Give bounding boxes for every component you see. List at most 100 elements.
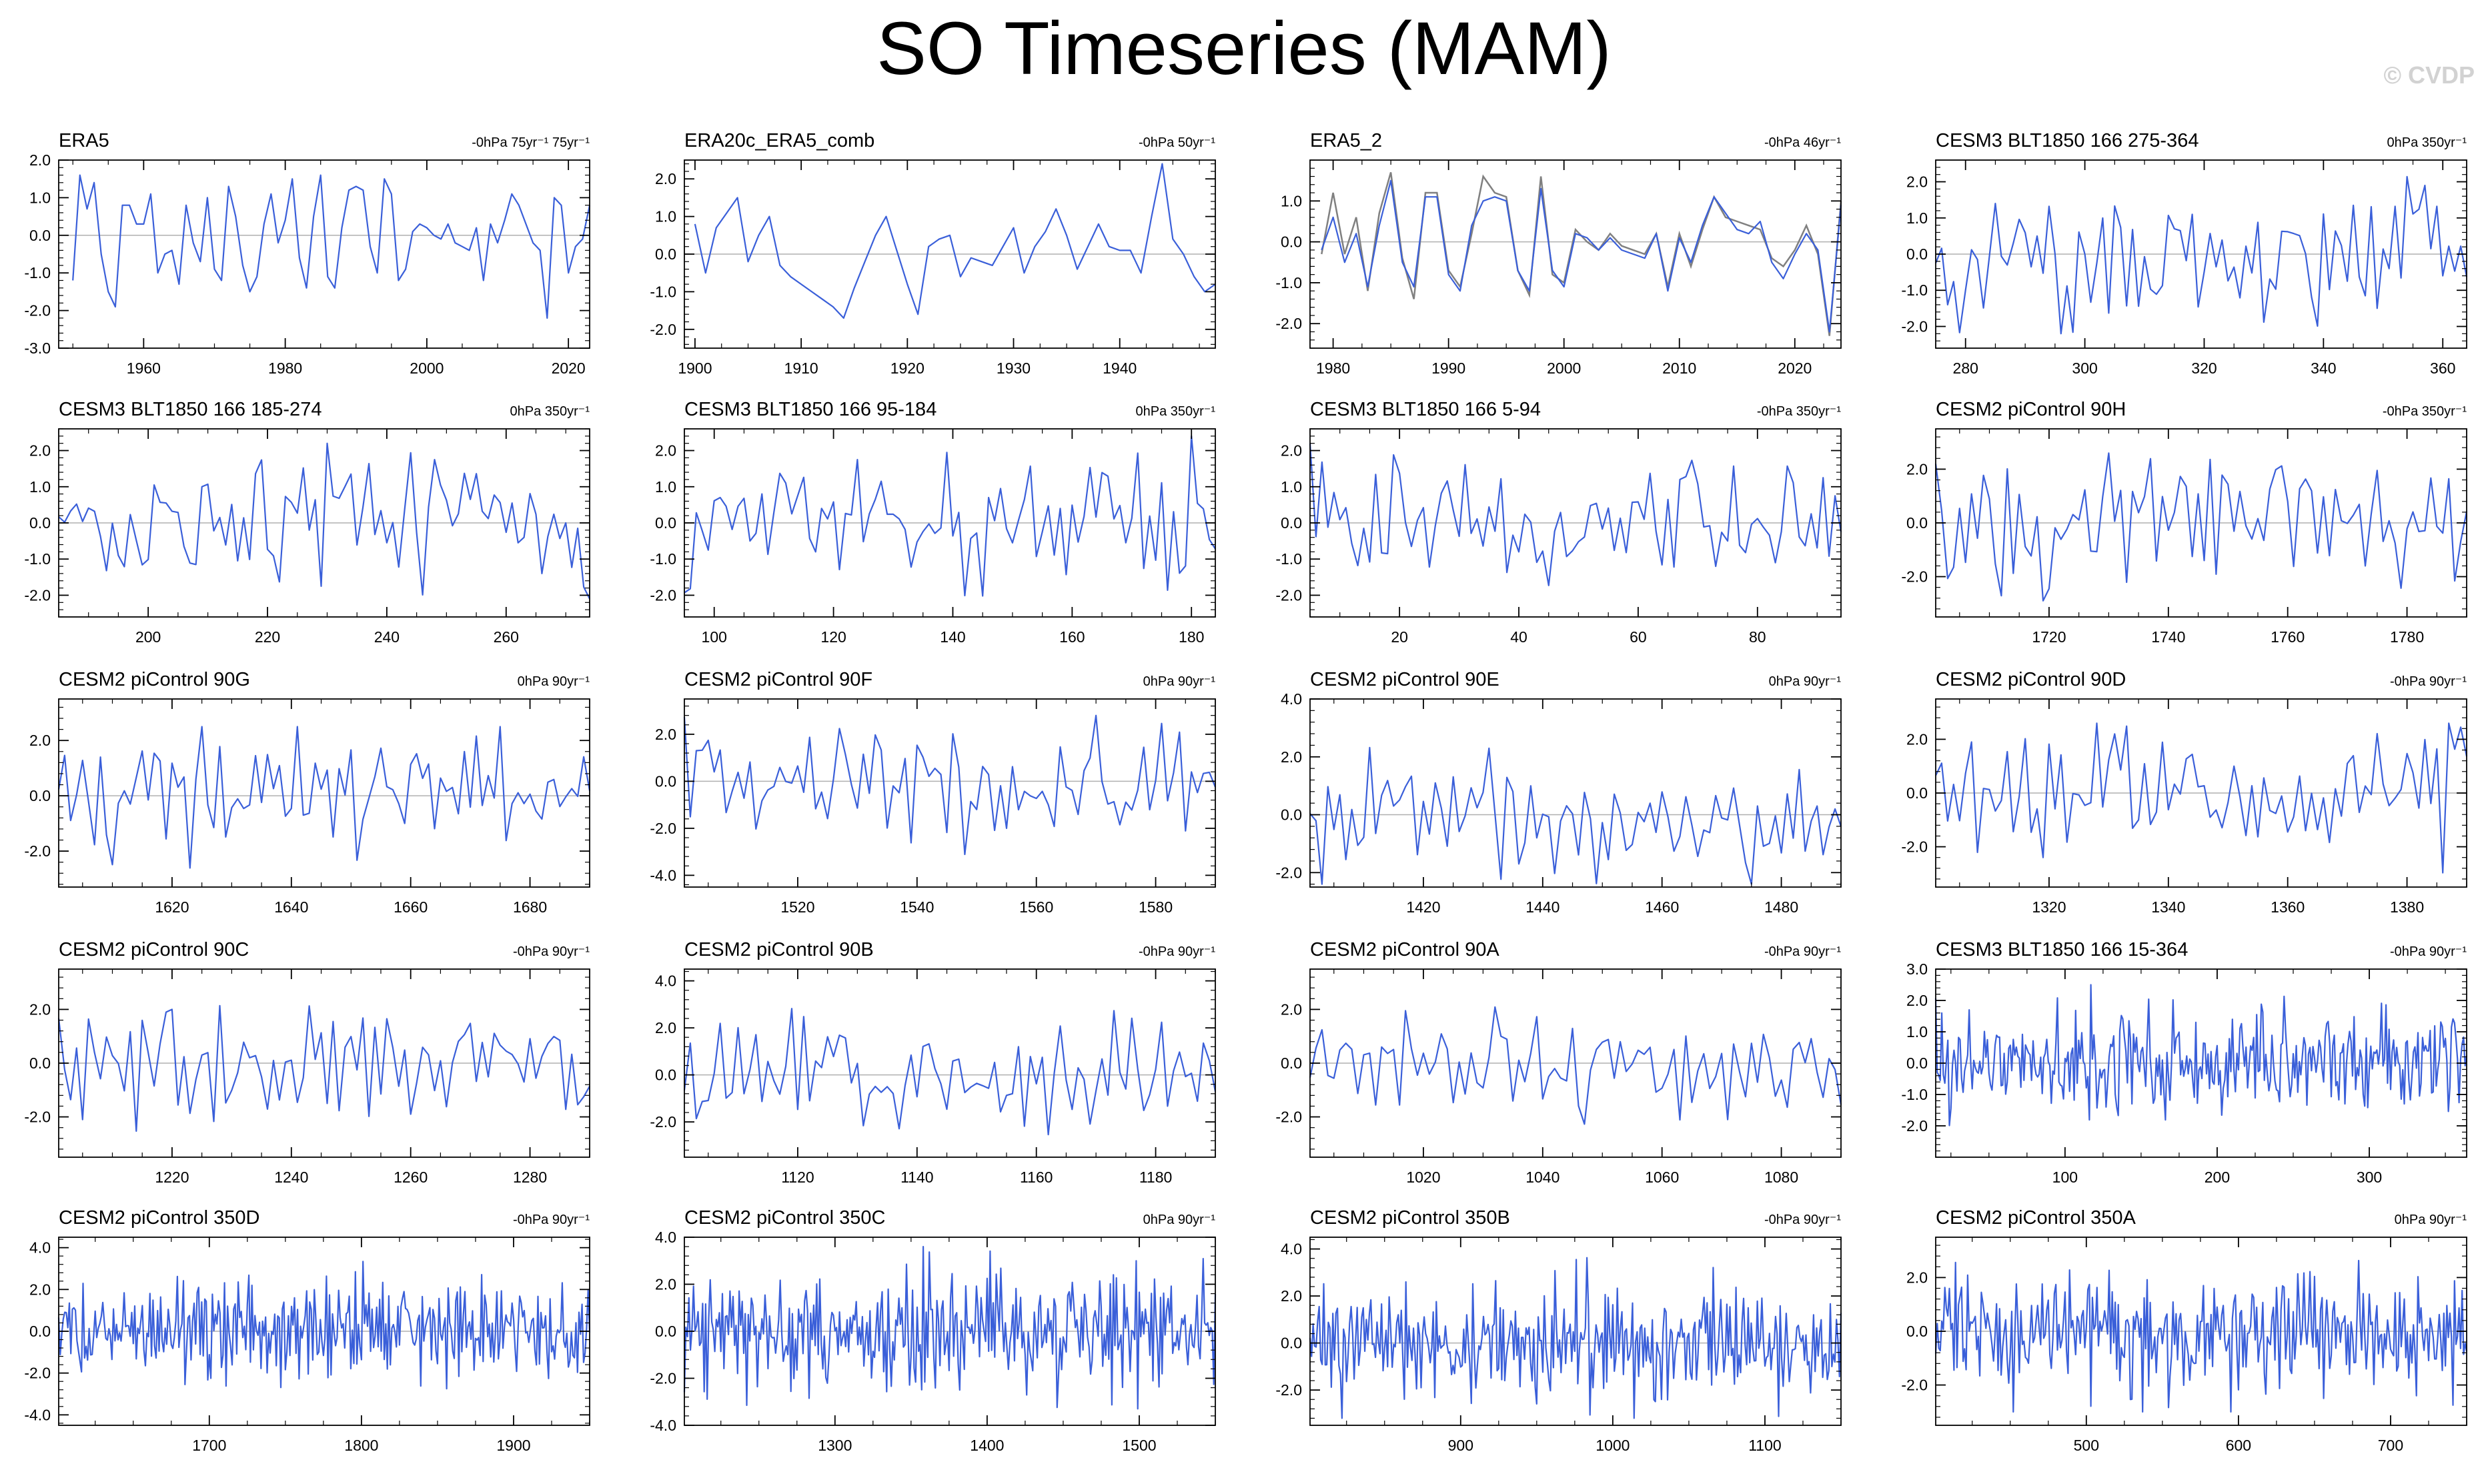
x-tick-label: 300 [2357, 1169, 2382, 1186]
y-tick-label: 2.0 [29, 1281, 51, 1298]
y-tick-label: 2.0 [1281, 442, 1302, 460]
panel-trend: -0hPa 350yr⁻¹ [2383, 404, 2467, 419]
y-tick-label: -3.0 [24, 339, 51, 357]
y-tick-label: -2.0 [1901, 1117, 1928, 1135]
panel-12: -2.0 0.0 2.0 1320 1340 1360 1380 CESM2 piContro… [1901, 669, 2468, 916]
x-tick-label: 200 [2205, 1169, 2230, 1186]
panel-trend: 0hPa 90yr⁻¹ [518, 674, 590, 689]
y-tick-label: 2.0 [1281, 748, 1302, 766]
panel-title: CESM2 piControl 90C [59, 939, 249, 960]
x-tick-label: 2000 [410, 359, 444, 377]
x-tick-label: 1760 [2271, 628, 2305, 646]
y-tick-label: -1.0 [650, 550, 676, 568]
series-line [1309, 746, 1842, 885]
y-tick-label: 0.0 [655, 245, 676, 263]
panel-trend: -0hPa 75yr⁻¹ 75yr⁻¹ [472, 135, 590, 150]
panel-title: CESM2 piControl 350D [59, 1207, 259, 1229]
y-tick-label: 1.0 [1906, 1023, 1928, 1040]
y-tick-label: 0.0 [1281, 1335, 1302, 1352]
series-line [57, 726, 591, 869]
y-tick-label: 1.0 [29, 189, 51, 206]
panel-5: -2.0 -1.0 0.0 1.0 2.0 200 220 240 260 CESM3 BLT18… [24, 399, 590, 646]
x-tick-label: 20 [1391, 628, 1408, 646]
panel-title: CESM2 piControl 350B [1310, 1207, 1510, 1229]
x-tick-label: 1460 [1645, 898, 1679, 916]
y-tick-label: 2.0 [29, 442, 51, 460]
y-tick-label: -2.0 [650, 1370, 676, 1387]
panel-6: -2.0 -1.0 0.0 1.0 2.0 100 120 140 160 180 CESM3 BL… [650, 399, 1216, 646]
y-tick-label: 1.0 [1906, 209, 1928, 227]
series-line [58, 442, 590, 600]
y-tick-label: -2.0 [24, 586, 51, 604]
x-tick-label: 1980 [1316, 359, 1350, 377]
x-tick-label: 1920 [890, 359, 924, 377]
y-tick-label: 2.0 [1906, 1269, 1928, 1286]
panel-title: CESM2 piControl 90A [1310, 939, 1499, 960]
panel-trend: -0hPa 90yr⁻¹ [1764, 944, 1841, 959]
x-tick-label: 2000 [1547, 359, 1581, 377]
y-tick-label: -2.0 [650, 820, 676, 837]
y-tick-label: -2.0 [1901, 838, 1928, 856]
x-tick-label: 1780 [2390, 628, 2424, 646]
y-tick-label: -2.0 [24, 1365, 51, 1382]
panel-15: -2.0 0.0 2.0 1020 1040 1060 1080 CESM2 piContro… [1275, 939, 1842, 1186]
y-tick-label: 2.0 [655, 726, 676, 743]
series-line [684, 435, 1216, 597]
y-tick-label: -1.0 [24, 264, 51, 281]
x-tick-label: 1620 [155, 898, 189, 916]
x-tick-label: 220 [255, 628, 280, 646]
y-tick-label: -2.0 [1275, 1108, 1302, 1126]
x-tick-label: 1420 [1406, 898, 1440, 916]
y-tick-label: 0.0 [1906, 1054, 1928, 1072]
x-tick-label: 1440 [1525, 898, 1560, 916]
y-tick-label: -4.0 [24, 1406, 51, 1423]
plot-frame [684, 698, 1216, 888]
x-tick-label: 320 [2191, 359, 2217, 377]
panel-trend: 0hPa 350yr⁻¹ [510, 404, 590, 419]
y-tick-label: 4.0 [29, 1239, 51, 1257]
x-tick-label: 1100 [1748, 1437, 1781, 1454]
y-tick-label: 0.0 [29, 514, 51, 532]
page-title: SO Timeseries (MAM) [876, 7, 1612, 90]
copyright-label: © CVDP [2383, 61, 2475, 89]
panel-trend: -0hPa 350yr⁻¹ [1757, 404, 1842, 419]
y-tick-label: -2.0 [24, 1108, 51, 1126]
panel-2: -2.0 -1.0 0.0 1.0 2.0 1900 1910 1920 1930 1940 ERA… [650, 130, 1216, 377]
x-tick-label: 1980 [268, 359, 302, 377]
panel-trend: -0hPa 90yr⁻¹ [2390, 944, 2467, 959]
y-tick-label: 2.0 [29, 151, 51, 169]
y-tick-label: -1.0 [1901, 1086, 1928, 1103]
y-tick-label: -2.0 [1275, 1381, 1302, 1399]
y-tick-label: 0.0 [1906, 784, 1928, 802]
x-tick-label: 120 [820, 628, 846, 646]
series-line [1309, 1257, 1842, 1419]
series-line [1934, 175, 2468, 335]
panel-11: -2.0 0.0 2.0 4.0 1420 1440 1460 1480 CESM2 piCon… [1275, 669, 1842, 916]
x-tick-label: 1900 [496, 1437, 530, 1454]
x-tick-label: 180 [1179, 628, 1204, 646]
x-tick-label: 1740 [2151, 628, 2185, 646]
x-tick-label: 280 [1953, 359, 1978, 377]
y-tick-label: 2.0 [1906, 992, 1928, 1009]
series-line [1934, 452, 2468, 602]
series-line [683, 1245, 1217, 1410]
panel-1: -3.0 -2.0 -1.0 0.0 1.0 2.0 1960 1980 2000 2020 ERA… [24, 130, 591, 377]
y-tick-label: -1.0 [24, 550, 51, 568]
x-tick-label: 1480 [1764, 898, 1798, 916]
x-tick-label: 1640 [274, 898, 308, 916]
panel-8: -2.0 0.0 2.0 1720 1740 1760 1780 CESM2 piContro… [1901, 399, 2468, 646]
x-tick-label: 340 [2311, 359, 2336, 377]
panel-14: -2.0 0.0 2.0 4.0 1120 1140 1160 1180 CESM2 piCon… [650, 939, 1217, 1186]
y-tick-label: -2.0 [650, 586, 676, 604]
panel-title: CESM2 piControl 350C [684, 1207, 885, 1229]
x-tick-label: 240 [374, 628, 400, 646]
x-tick-label: 1990 [1431, 359, 1465, 377]
x-tick-label: 1910 [784, 359, 818, 377]
panel-trend: -0hPa 90yr⁻¹ [1139, 944, 1215, 959]
panel-title: CESM3 BLT1850 166 275-364 [1936, 130, 2199, 151]
panel-trend: 0hPa 90yr⁻¹ [2395, 1213, 2467, 1227]
series-line [1934, 1259, 2468, 1413]
x-tick-label: 1060 [1645, 1169, 1679, 1186]
series-line [694, 163, 1216, 319]
x-tick-label: 1540 [900, 898, 934, 916]
